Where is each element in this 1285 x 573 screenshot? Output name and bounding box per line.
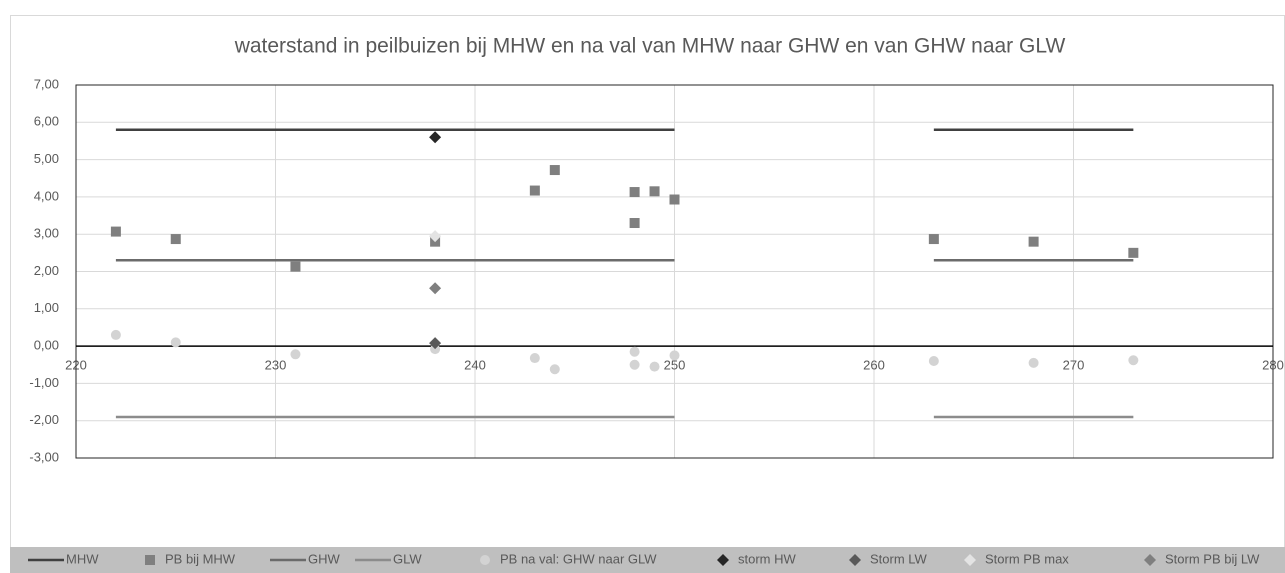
data-point (110, 226, 121, 237)
x-tick-label: 240 (464, 358, 486, 373)
legend-band (10, 547, 1285, 573)
data-point (290, 261, 301, 272)
legend-key (1144, 554, 1156, 566)
legend-label: MHW (66, 551, 99, 566)
data-point (429, 282, 442, 295)
y-tick-label: 4,00 (34, 188, 59, 203)
legend-label: storm HW (738, 551, 797, 566)
legend-label: GLW (393, 551, 422, 566)
legend-key (480, 555, 490, 565)
y-tick-label: 3,00 (34, 226, 59, 241)
legend-label: PB bij MHW (165, 551, 236, 566)
data-point (649, 186, 660, 197)
data-point (549, 165, 560, 176)
data-point (170, 337, 181, 348)
data-point (928, 234, 939, 245)
data-point (928, 356, 939, 367)
y-tick-label: 2,00 (34, 263, 59, 278)
data-point (529, 185, 540, 196)
data-point (1128, 247, 1139, 258)
legend-key (964, 554, 976, 566)
data-point (549, 364, 560, 375)
y-tick-label: -3,00 (29, 449, 59, 464)
data-point (629, 359, 640, 370)
legend-key (145, 555, 155, 565)
data-point (629, 218, 640, 229)
plot-border (75, 84, 1274, 459)
data-point (110, 329, 121, 340)
data-point (669, 194, 680, 205)
data-point (429, 131, 442, 144)
data-point (1128, 355, 1139, 366)
y-tick-label: 7,00 (34, 76, 59, 91)
data-point (170, 234, 181, 245)
data-point (529, 353, 540, 364)
legend-label: Storm LW (870, 551, 928, 566)
data-point (429, 337, 442, 350)
data-point (669, 350, 680, 361)
data-point (649, 361, 660, 372)
chart-title: waterstand in peilbuizen bij MHW en na v… (234, 35, 1066, 58)
chart-frame (10, 15, 1285, 573)
y-tick-label: 6,00 (34, 114, 59, 129)
x-tick-label: 270 (1063, 358, 1085, 373)
x-tick-label: 230 (265, 358, 287, 373)
y-tick-label: -2,00 (29, 412, 59, 427)
legend-label: PB na val: GHW naar GLW (500, 551, 657, 566)
legend-label: Storm PB bij LW (1165, 551, 1260, 566)
data-point (629, 187, 640, 198)
legend-label: Storm PB max (985, 551, 1069, 566)
y-tick-label: 1,00 (34, 300, 59, 315)
legend-key (849, 554, 861, 566)
y-tick-label: 0,00 (34, 338, 59, 353)
data-point (1028, 357, 1039, 368)
y-tick-label: -1,00 (29, 375, 59, 390)
data-point (429, 230, 442, 243)
legend-key (717, 554, 729, 566)
legend-label: GHW (308, 551, 341, 566)
y-tick-label: 5,00 (34, 151, 59, 166)
data-point (1028, 236, 1039, 247)
x-tick-label: 260 (863, 358, 885, 373)
data-point (290, 349, 301, 360)
data-point (629, 346, 640, 357)
x-tick-label: 250 (664, 358, 686, 373)
